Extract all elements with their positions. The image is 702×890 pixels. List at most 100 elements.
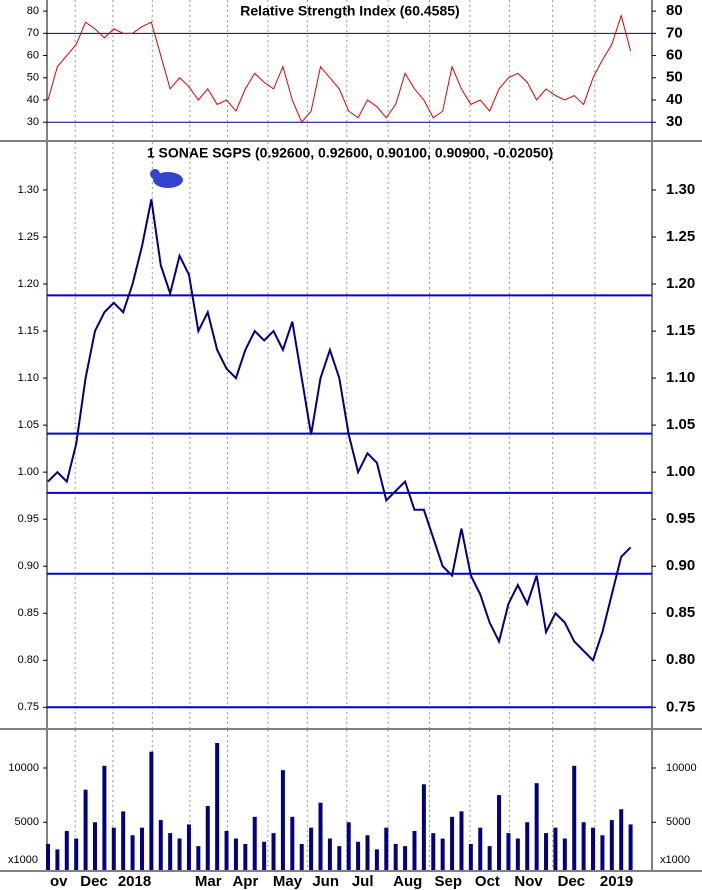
x-tick-label: Apr <box>232 873 258 890</box>
y-tick-label: 80 <box>27 5 39 17</box>
volume-bar <box>619 809 624 870</box>
volume-bar <box>309 827 314 870</box>
volume-bar <box>346 822 351 870</box>
y-tick-label: 5000 <box>666 816 690 828</box>
volume-bar <box>130 835 135 870</box>
y-tick-label: 1.30 <box>18 184 39 196</box>
volume-bar <box>459 811 464 870</box>
volume-bar <box>46 843 50 870</box>
y-tick-label: 1.05 <box>18 419 39 431</box>
volume-bar <box>393 843 398 870</box>
volume-bar <box>111 827 116 870</box>
volume-bar <box>572 765 577 870</box>
y-tick-label: 70 <box>666 24 683 41</box>
volume-bar <box>487 846 492 870</box>
x-tick-label: 2018 <box>118 873 151 890</box>
volume-bar <box>506 833 511 870</box>
volume-bar <box>215 743 220 870</box>
volume-bar <box>515 838 520 870</box>
y-tick-label: 0.95 <box>18 513 39 525</box>
volume-bar <box>102 765 107 870</box>
y-tick-label: 0.85 <box>666 604 695 621</box>
y-tick-label: 0.85 <box>18 607 39 619</box>
y-tick-label: 1.25 <box>18 231 39 243</box>
volume-bar <box>553 827 558 870</box>
y-tick-label: 1.10 <box>18 372 39 384</box>
y-tick-label: 0.95 <box>666 510 695 527</box>
volume-bar <box>356 841 361 870</box>
volume-bar <box>534 783 539 870</box>
volume-bar <box>327 838 332 870</box>
volume-bar <box>168 833 173 870</box>
panel-title: 1 SONAE SGPS (0.92600, 0.92600, 0.90100,… <box>147 145 553 161</box>
volume-bar <box>92 822 97 870</box>
volume-bar <box>121 811 126 870</box>
x-tick-label: Aug <box>393 873 422 890</box>
volume-bar <box>468 843 473 870</box>
y-tick-label: 0.90 <box>666 557 695 574</box>
y-tick-label: 1.30 <box>666 181 695 198</box>
y-tick-label: 0.80 <box>666 651 695 668</box>
volume-bar <box>450 816 455 870</box>
y-tick-label: 40 <box>27 94 39 106</box>
y-tick-label: 1.00 <box>666 463 695 480</box>
volume-bar <box>177 838 182 870</box>
volume-bar <box>562 838 567 870</box>
volume-bar <box>478 827 483 870</box>
volume-bar <box>186 824 191 870</box>
volume-bar <box>299 843 304 870</box>
x-tick-label: Dec <box>558 873 586 890</box>
x-tick-label: Sep <box>435 873 463 890</box>
volume-bar <box>581 822 586 870</box>
y-tick-label: 50 <box>666 69 683 86</box>
volume-bar <box>337 846 342 870</box>
x-tick-label: May <box>273 873 303 890</box>
volume-bar <box>609 820 614 870</box>
data-line <box>47 199 632 663</box>
y-tick-label: 0.75 <box>18 701 39 713</box>
y-tick-label: 0.90 <box>18 560 39 572</box>
y-tick-label: 30 <box>27 116 39 128</box>
volume-bar <box>318 802 323 870</box>
volume-bar <box>421 784 426 870</box>
volume-bar <box>233 838 238 870</box>
volume-bar <box>262 841 267 870</box>
volume-bar <box>139 827 144 870</box>
volume-bar <box>628 824 633 870</box>
volume-bar <box>252 816 257 870</box>
y-tick-label: 1.15 <box>666 322 695 339</box>
volume-bar <box>412 830 417 870</box>
volume-bar <box>280 770 285 870</box>
x-tick-label: ov <box>50 873 68 890</box>
volume-bar <box>55 849 60 870</box>
unit-label: x1000 <box>660 854 690 866</box>
volume-bar <box>497 795 502 870</box>
y-tick-label: 0.75 <box>666 698 695 715</box>
volume-bar <box>403 846 408 870</box>
volume-bar <box>196 846 201 870</box>
volume-bar <box>384 827 389 870</box>
volume-bar <box>243 843 248 870</box>
x-tick-label: Jun <box>312 873 339 890</box>
y-tick-label: 70 <box>27 27 39 39</box>
volume-bar <box>374 849 379 870</box>
x-tick-label: Jul <box>352 873 374 890</box>
x-tick-label: Oct <box>475 873 500 890</box>
y-tick-label: 80 <box>666 2 683 19</box>
y-tick-label: 1.15 <box>18 325 39 337</box>
volume-bar <box>64 830 69 870</box>
volume-bar <box>431 833 436 870</box>
volume-bar <box>205 805 210 870</box>
volume-bar <box>591 827 596 870</box>
x-tick-label: Mar <box>195 873 222 890</box>
x-tick-label: 2019 <box>600 873 633 890</box>
panel-title: Relative Strength Index (60.4585) <box>240 3 459 19</box>
y-tick-label: 1.20 <box>666 275 695 292</box>
volume-bar <box>525 822 530 870</box>
y-tick-label: 1.10 <box>666 369 695 386</box>
bear-icon <box>150 169 183 188</box>
y-tick-label: 40 <box>666 91 683 108</box>
